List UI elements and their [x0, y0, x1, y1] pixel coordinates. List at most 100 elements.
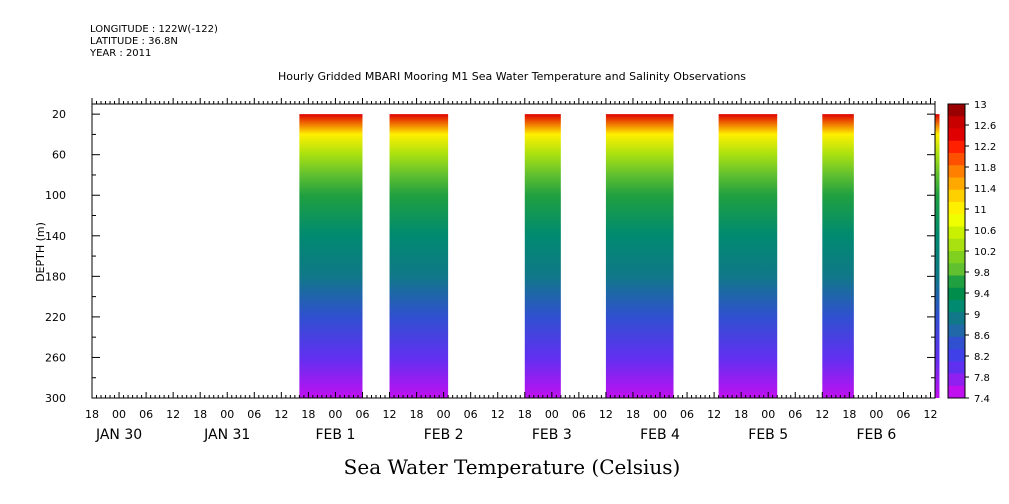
x-tick-label: 06: [247, 408, 261, 421]
x-tick-label: 18: [626, 408, 640, 421]
colorbar-segment: [948, 349, 965, 362]
y-tick-label: 140: [45, 230, 66, 243]
colorbar-label: 11: [974, 205, 987, 216]
x-tick-label: 12: [923, 408, 937, 421]
colorbar-segment: [948, 202, 965, 215]
x-date-label: FEB 4: [640, 427, 680, 443]
colorbar-segment: [948, 153, 965, 166]
data-block: [718, 114, 778, 398]
colorbar-segment: [948, 336, 965, 350]
y-tick-label: 180: [45, 270, 66, 283]
colorbar-label: 12.6: [974, 121, 996, 132]
colorbar-segment: [948, 140, 965, 154]
x-tick-label: 18: [193, 408, 207, 421]
x-tick-label: 00: [112, 408, 126, 421]
colorbar-segment: [948, 165, 965, 178]
x-date-label: JAN 30: [95, 427, 142, 443]
x-tick-label: 12: [599, 408, 613, 421]
y-axis-label: DEPTH (m): [34, 222, 47, 282]
colorbar-segment: [948, 373, 965, 387]
x-tick-label: 06: [355, 408, 369, 421]
colorbar-segment: [948, 324, 965, 338]
data-block: [822, 114, 854, 398]
x-tick-label: 18: [518, 408, 532, 421]
colorbar-segment: [948, 312, 965, 325]
colorbar-label: 11.8: [974, 163, 996, 174]
x-tick-label: 12: [815, 408, 829, 421]
longitude-label: LONGITUDE : 122W(-122): [90, 24, 218, 35]
colorbar-label: 12.2: [974, 142, 996, 153]
data-blocks: [299, 114, 940, 398]
colorbar-label: 9.4: [974, 289, 990, 300]
x-tick-label: 18: [410, 408, 424, 421]
colorbar-label: 8.6: [974, 331, 990, 342]
chart-title: Hourly Gridded MBARI Mooring M1 Sea Wate…: [278, 70, 746, 83]
x-tick-label: 12: [707, 408, 721, 421]
colorbar-segment: [948, 251, 965, 264]
colorbar-segment: [948, 189, 965, 203]
y-tick-label: 20: [52, 108, 66, 121]
colorbar-segment: [948, 177, 965, 191]
colorbar-label: 7.4: [974, 394, 990, 405]
x-date-label: FEB 5: [748, 427, 788, 443]
x-tick-label: 18: [734, 408, 748, 421]
x-tick-label: 12: [491, 408, 505, 421]
x-date-label: FEB 3: [532, 427, 572, 443]
colorbar-segment: [948, 214, 965, 227]
colorbar-label: 13: [974, 100, 987, 111]
data-block: [935, 114, 940, 398]
colorbar-label: 8.2: [974, 352, 990, 363]
colorbar-label: 7.8: [974, 373, 990, 384]
colorbar-segment: [948, 287, 965, 301]
x-tick-label: 00: [761, 408, 775, 421]
colorbar-label: 10.2: [974, 247, 996, 258]
colorbar-segment: [948, 238, 965, 252]
y-axis: 20 60 100 140 180 220 260 300: [45, 108, 935, 405]
x-tick-label: 00: [545, 408, 559, 421]
y-tick-label: 300: [45, 392, 66, 405]
x-tick-label: 06: [572, 408, 586, 421]
latitude-label: LATITUDE : 36.8N: [90, 36, 178, 47]
x-date-label: FEB 1: [315, 427, 355, 443]
x-tick-label: 06: [680, 408, 694, 421]
x-tick-label: 12: [166, 408, 180, 421]
colorbar-segment: [948, 300, 965, 313]
colorbar-label: 11.4: [974, 184, 996, 195]
colorbar-segment: [948, 128, 965, 142]
x-tick-label: 00: [653, 408, 667, 421]
colorbar-label: 9: [974, 310, 980, 321]
colorbar-label: 10.6: [974, 226, 996, 237]
year-label: YEAR : 2011: [90, 48, 152, 59]
data-block: [605, 114, 674, 398]
x-tick-label: 18: [85, 408, 99, 421]
x-tick-label: 18: [842, 408, 856, 421]
colorbar-label: 9.8: [974, 268, 990, 279]
colorbar-segment: [948, 361, 965, 374]
x-tick-label: 00: [869, 408, 883, 421]
x-axis-label: Sea Water Temperature (Celsius): [344, 455, 681, 479]
x-tick-label: 12: [383, 408, 397, 421]
plot-frame: [91, 103, 936, 399]
data-block: [524, 114, 561, 398]
colorbar-segment: [948, 385, 965, 399]
x-tick-label: 06: [139, 408, 153, 421]
colorbar-segment: [948, 275, 965, 289]
x-axis: 18 00 06 12 18 00 06 12 18 00 06 12 18 00 06 12 18 00 06 12…: [85, 98, 937, 443]
x-tick-label: 06: [788, 408, 802, 421]
x-date-label: FEB 2: [424, 427, 464, 443]
y-tick-label: 260: [45, 351, 66, 364]
x-date-label: FEB 6: [856, 427, 896, 443]
colorbar: 13 12.6 12.2 11.8 11.4 11 10.6 10.2 9.8 9.4 9 8.6 8.…: [947, 100, 996, 405]
x-date-label: JAN 31: [203, 427, 250, 443]
y-tick-label: 100: [45, 189, 66, 202]
y-tick-label: 220: [45, 311, 66, 324]
colorbar-segment: [948, 104, 965, 117]
x-tick-label: 06: [464, 408, 478, 421]
colorbar-segment: [948, 116, 965, 129]
y-tick-label: 60: [52, 149, 66, 162]
x-tick-label: 00: [437, 408, 451, 421]
x-tick-label: 00: [220, 408, 234, 421]
data-block: [389, 114, 449, 398]
x-tick-label: 18: [301, 408, 315, 421]
